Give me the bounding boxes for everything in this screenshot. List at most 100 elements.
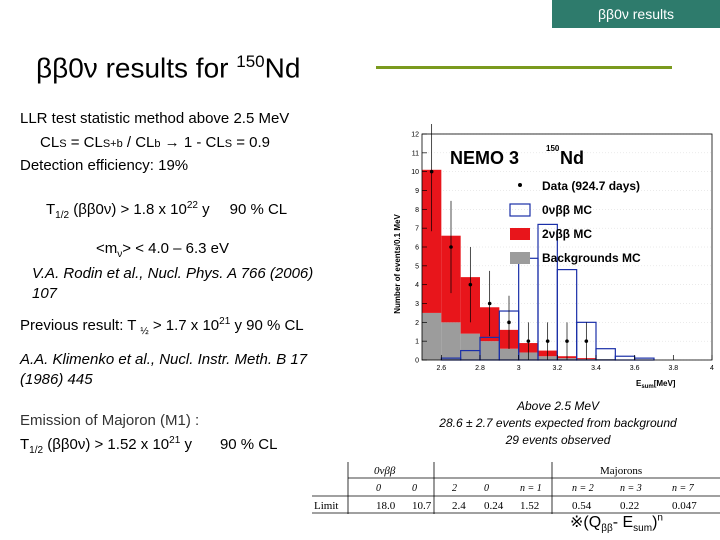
method-line: LLR test statistic method above 2.5 MeV <box>20 110 290 127</box>
title-underline <box>376 66 672 69</box>
y-tick-label: 10 <box>411 169 419 176</box>
x-tick-label: 4 <box>710 365 714 372</box>
y-axis-label: Number of events/0.1 MeV <box>393 214 402 314</box>
effective-mass: <mν> < 4.0 – 6.3 eV <box>96 240 229 260</box>
section-tag: ββ0ν results <box>552 0 720 28</box>
cls-sub: S <box>59 138 67 150</box>
y-tick-label: 2 <box>415 320 419 327</box>
caption-line: 29 events observed <box>505 433 611 447</box>
zero-neutrino-bar <box>595 348 616 361</box>
data-point <box>526 339 531 343</box>
table-modes-row: 0 0 2 0 n = 1 n = 2 n = 3 n = 7 <box>376 483 695 494</box>
legend-signal-label: 0νββ MC <box>542 203 592 217</box>
cls-sub: b <box>154 138 161 150</box>
data-point <box>429 169 434 174</box>
table-row-label: Limit <box>314 500 338 512</box>
y-tick-label: 4 <box>415 282 419 289</box>
caption-line: 28.6 ± 2.7 events expected from backgrou… <box>439 416 677 430</box>
previous-part: > 1.7 x 10 <box>148 317 220 334</box>
mass-sub: ν <box>117 249 123 260</box>
data-point <box>449 245 453 249</box>
legend-twonu-swatch <box>510 228 530 240</box>
y-tick-label: 8 <box>415 207 419 214</box>
halflife-limit: T1/2 (ββ0ν) > 1.8 x 1022 y 90 % CL <box>46 200 287 221</box>
isotope-mass-number: 150 <box>546 144 560 153</box>
majoron-cl: 90 % CL <box>219 436 278 453</box>
cls-part: → 1 - CL <box>160 134 225 151</box>
x-tick-label: 3.8 <box>668 365 678 372</box>
chart-bars <box>422 169 655 361</box>
previous-part: y 90 % CL <box>230 317 304 334</box>
table-limit-cell: 18.0 <box>376 500 396 512</box>
reference-line: (1986) 445 <box>20 371 93 388</box>
foot-exp: n <box>657 512 663 524</box>
foot-sub: sum <box>633 523 653 535</box>
majoron-exp: 21 <box>169 435 181 446</box>
cls-sub: S+b <box>102 138 123 150</box>
two-neutrino-bar <box>422 169 442 313</box>
foot-part: ) <box>652 514 658 531</box>
majoron-spectral-index: ※(Qββ- Esum)n <box>570 512 663 535</box>
legend-bkg-swatch <box>510 252 530 264</box>
y-tick-label: 3 <box>415 301 419 308</box>
chart-data-points <box>429 124 589 360</box>
x-tick-label: 2.6 <box>436 365 446 372</box>
cls-sub: S <box>224 138 233 150</box>
table-mode-cell: n = 2 <box>572 483 594 494</box>
cls-formula: CLS = CLS+b / CLb → 1 - CLS = 0.9 <box>40 134 270 151</box>
y-tick-label: 9 <box>415 188 419 195</box>
zero-neutrino-bar <box>614 355 636 361</box>
y-tick-label: 7 <box>415 226 419 233</box>
title-element: Nd <box>264 52 301 84</box>
table-mode-cell: 0 <box>484 483 489 494</box>
x-tick-label: 3.4 <box>591 365 601 372</box>
data-point <box>565 339 569 343</box>
x-axis-label-sub: sum <box>641 384 653 390</box>
slide-title: ββ0ν results for 150Nd <box>36 52 300 84</box>
x-axis-label-e: E <box>636 379 642 388</box>
legend-data-marker <box>518 183 522 187</box>
title-mass-number: 150 <box>236 52 265 71</box>
background-bar <box>480 341 500 360</box>
table-header-majorons: Majorons <box>600 465 642 477</box>
y-tick-label: 11 <box>412 150 419 157</box>
event-caption: Above 2.5 MeV 28.6 ± 2.7 events expected… <box>398 398 718 449</box>
majoron-label: Emission of Majoron (M1) : <box>20 412 200 429</box>
table-mode-cell: 0 <box>376 483 381 494</box>
table-limit-cell: 10.7 <box>412 500 432 512</box>
limit-part: (ββ0ν) > 1.8 x 10 <box>69 201 187 218</box>
legend-bkg-label: Backgrounds MC <box>542 251 641 265</box>
klimenko-reference: A.A. Klimenko et al., Nucl. Instr. Meth.… <box>20 350 307 390</box>
previous-part: Previous result: T <box>20 317 141 334</box>
limit-exp: 22 <box>186 200 198 211</box>
majoron-part: (ββ0ν) > 1.52 x 10 <box>43 436 170 453</box>
background-bar <box>422 312 442 360</box>
foot-part: - E <box>612 514 634 531</box>
table-mode-cell: n = 7 <box>672 483 695 494</box>
background-bar <box>499 348 519 360</box>
reference-line: V.A. Rodin et al., Nucl. Phys. A 766 (20… <box>32 265 314 282</box>
cls-part: / CL <box>122 134 155 151</box>
data-point <box>545 339 550 343</box>
legend-signal-swatch <box>509 203 531 217</box>
caption-line: Above 2.5 MeV <box>516 399 600 413</box>
x-axis-label-unit: [MeV] <box>654 379 676 388</box>
foot-sub: ββ <box>601 523 613 535</box>
table-mode-cell: n = 1 <box>520 483 542 494</box>
majoron-sub: 1/2 <box>29 445 44 456</box>
table-header-0nu: 0νββ <box>374 465 396 477</box>
data-point <box>487 301 492 306</box>
y-tick-label: 5 <box>415 263 419 270</box>
reference-line: A.A. Klimenko et al., Nucl. Instr. Meth.… <box>20 351 308 368</box>
table-mode-cell: 2 <box>452 483 457 494</box>
cls-part: = 0.9 <box>232 134 270 151</box>
x-tick-label: 3 <box>517 365 521 372</box>
isotope-label: Nd <box>560 148 584 168</box>
reference-line: 107 <box>32 285 58 302</box>
table-limit-cell: 0.54 <box>572 500 592 512</box>
table-mode-cell: 0 <box>412 483 417 494</box>
x-tick-label: 2.8 <box>475 365 485 372</box>
previous-sub: ½ <box>140 326 149 337</box>
majoron-limits-table: 0νββ Majorons 0 0 2 0 n = 1 n = 2 n = 3 n = 7 L… <box>312 462 720 514</box>
rodin-reference: V.A. Rodin et al., Nucl. Phys. A 766 (20… <box>32 264 313 304</box>
